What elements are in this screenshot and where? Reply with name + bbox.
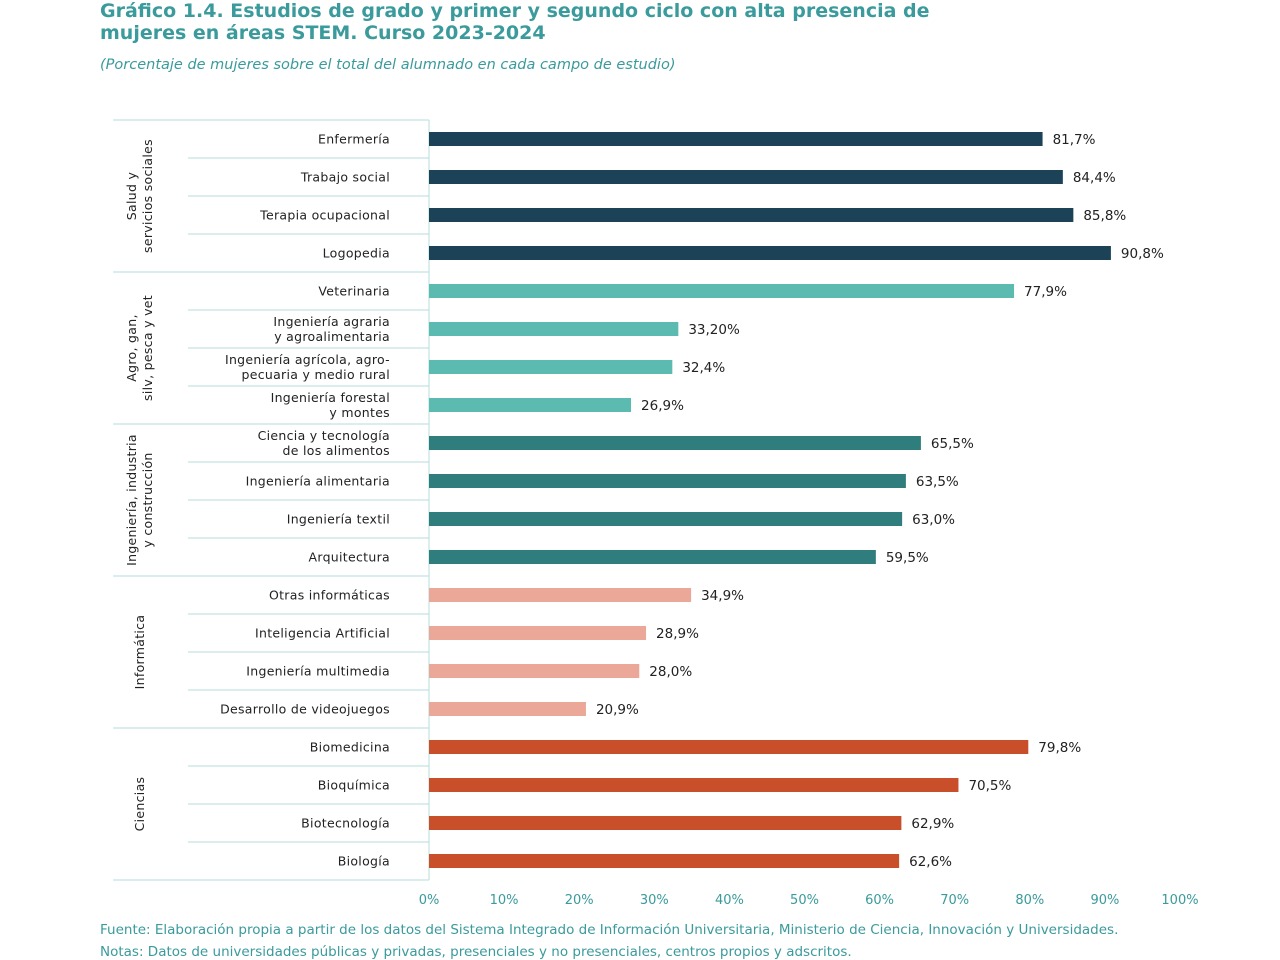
bar-2-0: [429, 436, 921, 450]
x-tick-label: 30%: [640, 893, 669, 908]
bar-4-1: [429, 778, 959, 792]
notes-text: Notas: Datos de universidades públicas y…: [100, 944, 852, 960]
x-tick-label: 90%: [1090, 893, 1119, 908]
bar-3-0: [429, 588, 692, 602]
category-label: Otras informáticas: [269, 588, 390, 603]
group-label: Ingeniería, industria: [124, 434, 139, 566]
chart-subtitle: (Porcentaje de mujeres sobre el total de…: [100, 57, 676, 73]
data-label: 77,9%: [1024, 284, 1067, 300]
bar-4-2: [429, 816, 902, 830]
x-tick-label: 70%: [940, 893, 969, 908]
bar-1-3: [429, 398, 632, 412]
category-label: Desarrollo de videojuegos: [220, 702, 390, 717]
x-tick-label: 40%: [715, 893, 744, 908]
x-tick-label: 0%: [419, 893, 440, 908]
bar-3-2: [429, 664, 640, 678]
group-label: Salud y: [124, 172, 139, 221]
category-label: Bioquímica: [318, 778, 390, 793]
category-label: Veterinaria: [318, 284, 390, 299]
data-label: 63,5%: [916, 474, 959, 490]
category-label: Inteligencia Artificial: [255, 626, 390, 641]
category-label: Ingeniería forestal: [271, 390, 390, 405]
group-label: servicios sociales: [140, 139, 155, 253]
bar-4-3: [429, 854, 900, 868]
data-label: 34,9%: [701, 588, 744, 604]
category-label: Logopedia: [323, 246, 390, 261]
category-label: pecuaria y medio rural: [241, 367, 390, 382]
category-label: Ingeniería agrícola, agro-: [225, 352, 390, 367]
category-label: Ingeniería textil: [287, 512, 390, 527]
category-label: de los alimentos: [283, 443, 390, 458]
data-label: 65,5%: [931, 436, 974, 452]
category-label: Ingeniería agraria: [273, 314, 390, 329]
data-label: 85,8%: [1083, 208, 1126, 224]
bar-1-0: [429, 284, 1015, 298]
data-label: 28,0%: [649, 664, 692, 680]
data-label: 62,6%: [909, 854, 952, 870]
group-label: Agro, gan,: [124, 314, 139, 381]
category-label: y montes: [329, 405, 390, 420]
category-label: y agroalimentaria: [274, 329, 390, 344]
x-tick-label: 100%: [1161, 893, 1198, 908]
bar-2-3: [429, 550, 876, 564]
data-label: 26,9%: [641, 398, 684, 414]
x-tick-label: 10%: [490, 893, 519, 908]
bar-3-3: [429, 702, 586, 716]
data-label: 33,20%: [688, 322, 740, 338]
data-label: 81,7%: [1053, 132, 1096, 148]
bar-2-2: [429, 512, 903, 526]
group-label: Ciencias: [132, 777, 147, 832]
bar-0-2: [429, 208, 1074, 222]
data-label: 63,0%: [912, 512, 955, 528]
bar-2-1: [429, 474, 906, 488]
data-label: 20,9%: [596, 702, 639, 718]
bar-1-2: [429, 360, 673, 374]
group-label: Informática: [132, 615, 147, 690]
category-label: Enfermería: [318, 132, 390, 147]
data-label: 70,5%: [968, 778, 1011, 794]
x-tick-label: 60%: [865, 893, 894, 908]
chart-title: Gráfico 1.4. Estudios de grado y primer …: [100, 0, 930, 44]
bar-1-1: [429, 322, 679, 336]
bar-0-0: [429, 132, 1043, 146]
category-label: Biología: [338, 854, 390, 869]
x-tick-label: 50%: [790, 893, 819, 908]
data-label: 84,4%: [1073, 170, 1116, 186]
source-note: Fuente: Elaboración propia a partir de l…: [100, 922, 1119, 938]
data-label: 90,8%: [1121, 246, 1164, 262]
data-label: 79,8%: [1038, 740, 1081, 756]
data-label: 62,9%: [911, 816, 954, 832]
category-label: Biotecnología: [301, 816, 390, 831]
data-label: 32,4%: [682, 360, 725, 376]
category-label: Ingeniería alimentaria: [246, 474, 390, 489]
bar-0-1: [429, 170, 1063, 184]
category-label: Biomedicina: [310, 740, 390, 755]
category-label: Trabajo social: [300, 170, 390, 185]
bar-3-1: [429, 626, 647, 640]
x-tick-label: 20%: [565, 893, 594, 908]
category-label: Arquitectura: [309, 550, 391, 565]
data-label: 28,9%: [656, 626, 699, 642]
category-label: Ingeniería multimedia: [246, 664, 390, 679]
group-label: y construcción: [140, 452, 155, 547]
group-label: silv, pesca y vet: [140, 295, 155, 401]
bar-4-0: [429, 740, 1029, 754]
category-label: Terapia ocupacional: [259, 208, 390, 223]
bar-0-3: [429, 246, 1111, 260]
category-label: Ciencia y tecnología: [258, 428, 390, 443]
data-label: 59,5%: [886, 550, 929, 566]
x-tick-label: 80%: [1015, 893, 1044, 908]
